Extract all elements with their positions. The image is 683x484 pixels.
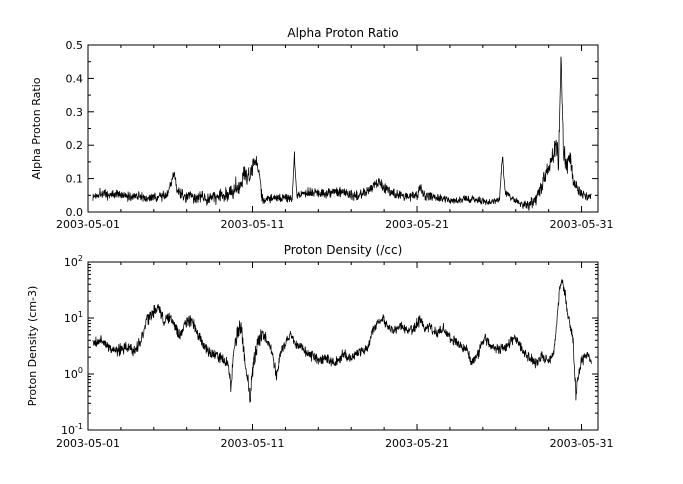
chart-panel-0: 2003-05-01 2003-05-11 2003-05-21 2003-05-31…: [30, 39, 614, 231]
svg-text:2003-05-11: 2003-05-11: [221, 218, 285, 231]
svg-text:2003-05-21: 2003-05-21: [385, 218, 449, 231]
svg-text:2003-05-01: 2003-05-01: [56, 437, 120, 450]
svg-text:2003-05-31: 2003-05-31: [550, 218, 614, 231]
svg-text:2003-05-21: 2003-05-21: [385, 437, 449, 450]
svg-text:2003-05-31: 2003-05-31: [550, 437, 614, 450]
svg-text:0.3: 0.3: [66, 106, 84, 119]
y-axis-label: Alpha Proton Ratio: [30, 77, 43, 179]
svg-text:10-1: 10-1: [61, 422, 83, 437]
proton_density-line: [92, 279, 592, 403]
svg-text:100: 100: [64, 366, 83, 381]
svg-text:101: 101: [64, 310, 83, 325]
y-axis-label: Proton Density (cm-3): [26, 286, 39, 407]
chart-panel-1: 2003-05-01 2003-05-11 2003-05-21 2003-05-31…: [26, 254, 614, 450]
svg-text:0.5: 0.5: [66, 39, 84, 52]
svg-text:0.1: 0.1: [66, 173, 84, 186]
alpha_proton_ratio-line: [92, 56, 592, 211]
svg-text:2003-05-01: 2003-05-01: [56, 218, 120, 231]
svg-text:2003-05-11: 2003-05-11: [221, 437, 285, 450]
svg-text:102: 102: [64, 254, 83, 269]
svg-text:0.2: 0.2: [66, 139, 84, 152]
svg-text:0.4: 0.4: [66, 72, 84, 85]
svg-text:0.0: 0.0: [66, 206, 84, 219]
